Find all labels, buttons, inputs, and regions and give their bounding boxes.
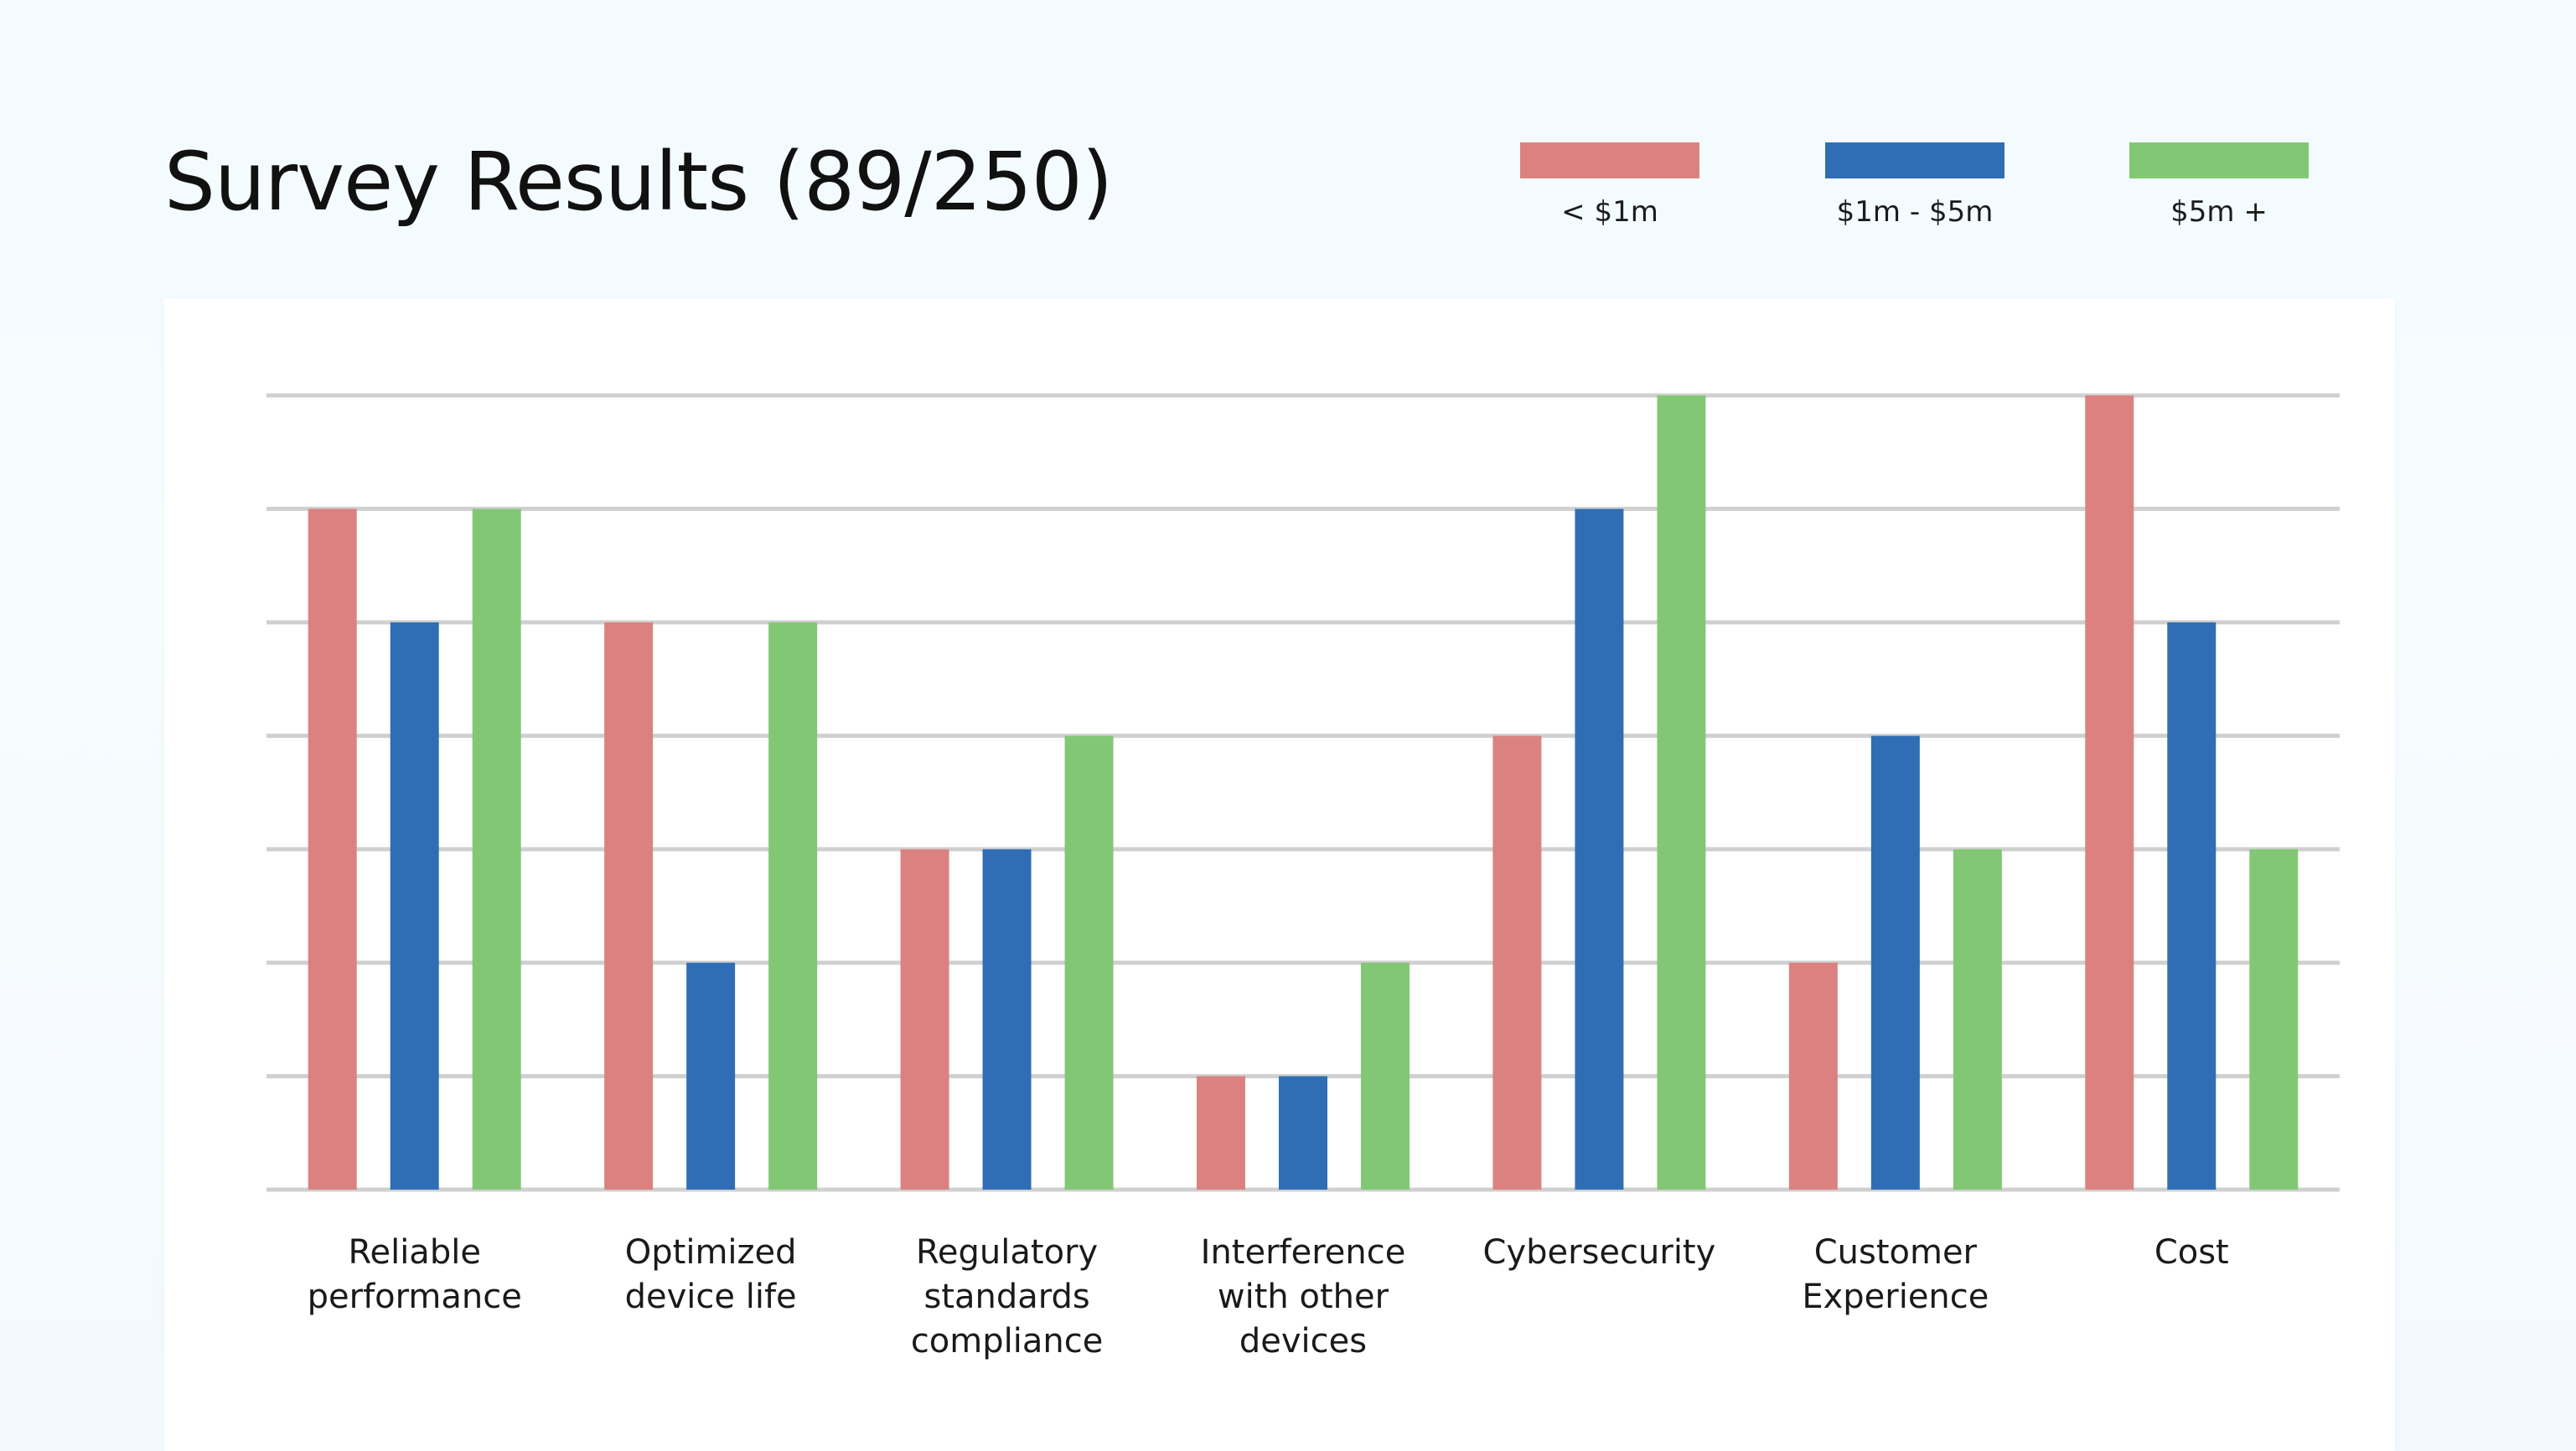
bar-2-category-5: [1575, 509, 1624, 1190]
category-label: Customer Experience: [1802, 1233, 1989, 1316]
legend-label: $5m +: [2170, 195, 2268, 229]
category-label-line: Regulatory: [916, 1233, 1098, 1272]
bar-2-category-2: [686, 963, 736, 1190]
category-label-line: Experience: [1802, 1278, 1989, 1316]
category-label-line: devices: [1239, 1322, 1367, 1361]
bar-3-category-7: [2249, 849, 2299, 1190]
category-label-line: Optimized: [625, 1233, 797, 1272]
category-label-line: standards: [923, 1278, 1089, 1316]
category-label-line: Cybersecurity: [1483, 1233, 1716, 1272]
legend-swatch: [2129, 142, 2309, 178]
bar-3-category-5: [1657, 395, 1706, 1190]
bar-2-category-4: [1279, 1076, 1327, 1190]
category-label: Regulatory standards compliance: [911, 1233, 1104, 1361]
bar-3-category-4: [1361, 963, 1410, 1190]
bars: [308, 395, 2299, 1190]
category-label: Cost: [2154, 1233, 2229, 1272]
bar-3-category-1: [472, 509, 521, 1190]
bar-1-category-6: [1788, 963, 1838, 1190]
category-labels: Reliable performance Optimized device life R…: [308, 1233, 2229, 1361]
category-label-line: Reliable: [348, 1233, 480, 1272]
legend-item-1m-5m: $1m - $5m: [1825, 142, 2004, 243]
category-label: Reliable performance: [308, 1233, 522, 1316]
bar-2-category-3: [982, 849, 1032, 1190]
category-label-line: device life: [625, 1278, 797, 1316]
bar-3-category-6: [1953, 849, 2002, 1190]
category-label: Interference with other devices: [1201, 1233, 1406, 1361]
bar-2-category-6: [1870, 736, 1920, 1190]
category-label-line: compliance: [911, 1322, 1104, 1361]
legend-swatch: [1520, 142, 1699, 178]
category-label: Optimized device life: [625, 1233, 797, 1316]
category-label-line: with other: [1218, 1278, 1389, 1316]
legend-swatch: [1825, 142, 2004, 178]
category-label-line: Cost: [2154, 1233, 2229, 1272]
bar-3-category-3: [1064, 736, 1114, 1190]
bar-1-category-7: [2085, 395, 2134, 1190]
chart-title: Survey Results (89/250): [164, 135, 1113, 229]
legend-item-under-1m: < $1m: [1520, 142, 1699, 243]
bar-1-category-2: [604, 622, 654, 1190]
bar-2-category-1: [390, 622, 439, 1190]
category-label: Cybersecurity: [1483, 1233, 1716, 1272]
gridlines: [266, 393, 2340, 1192]
bar-3-category-2: [768, 622, 818, 1190]
category-label-line: Interference: [1201, 1233, 1406, 1272]
chart-panel: [164, 298, 2395, 1451]
category-label-line: performance: [308, 1278, 522, 1316]
legend-label: $1m - $5m: [1836, 195, 1994, 229]
bar-1-category-1: [308, 509, 357, 1190]
bar-2-category-7: [2167, 622, 2216, 1190]
legend-item-5m-plus: $5m +: [2129, 142, 2309, 243]
bar-1-category-3: [900, 849, 949, 1190]
bar-1-category-4: [1197, 1076, 1245, 1190]
category-label-line: Customer: [1814, 1233, 1978, 1272]
bar-1-category-5: [1492, 736, 1542, 1190]
legend-label: < $1m: [1561, 195, 1658, 229]
